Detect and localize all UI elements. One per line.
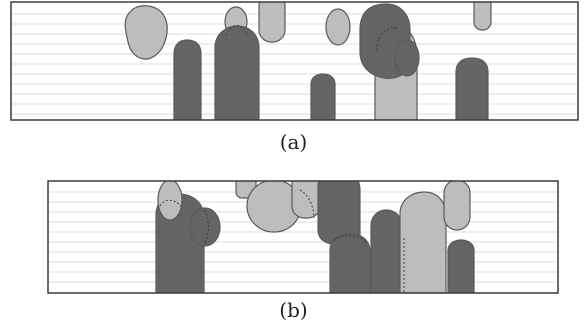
light-blob-10 bbox=[443, 181, 471, 231]
light-column-2 bbox=[399, 191, 447, 293]
light-blob-5 bbox=[473, 2, 492, 31]
dark-column-3 bbox=[310, 73, 336, 120]
dark-column-9 bbox=[447, 239, 475, 293]
panel-b bbox=[47, 180, 559, 294]
dark-blob-2 bbox=[394, 39, 420, 77]
panel-a-stripes bbox=[11, 13, 578, 115]
panel-a bbox=[10, 1, 579, 121]
panel-b-frame bbox=[47, 180, 559, 294]
dark-column-8 bbox=[370, 209, 403, 293]
dark-column-1 bbox=[173, 39, 202, 120]
dark-blob-3 bbox=[189, 207, 221, 247]
light-blob-9 bbox=[291, 181, 321, 219]
panel-a-frame bbox=[10, 1, 579, 121]
dark-column-7 bbox=[329, 233, 371, 293]
dark-column-4 bbox=[455, 57, 489, 120]
light-blob-4 bbox=[325, 8, 351, 46]
caption-b: (b) bbox=[279, 298, 308, 322]
dark-column-2 bbox=[214, 25, 260, 120]
light-blob-1 bbox=[124, 5, 168, 60]
panel-b-hidden-outlines bbox=[159, 189, 405, 293]
light-blob-3 bbox=[258, 2, 286, 43]
panel-a-hidden-outlines bbox=[225, 25, 399, 51]
caption-a: (a) bbox=[279, 130, 308, 154]
